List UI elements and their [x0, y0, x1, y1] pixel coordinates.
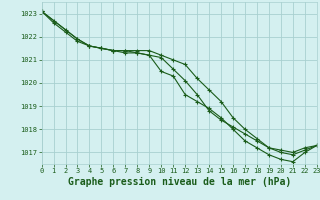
X-axis label: Graphe pression niveau de la mer (hPa): Graphe pression niveau de la mer (hPa): [68, 177, 291, 187]
